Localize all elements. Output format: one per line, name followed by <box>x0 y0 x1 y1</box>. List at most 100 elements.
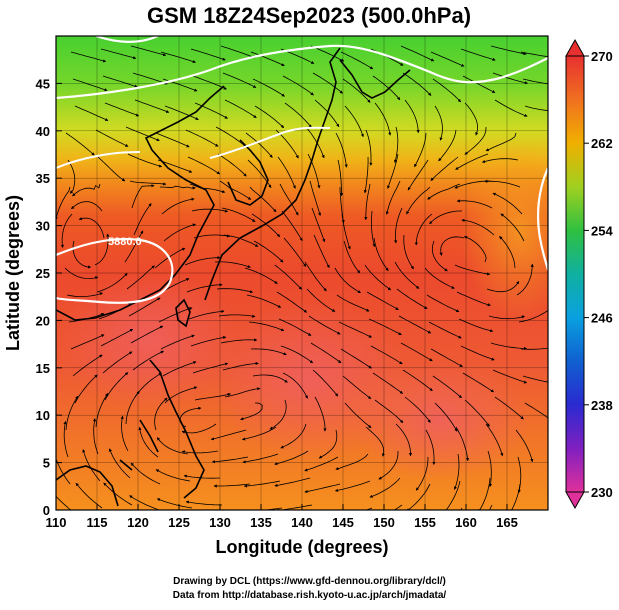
streamline <box>511 483 521 510</box>
streamline <box>403 234 414 270</box>
streamline <box>194 392 232 401</box>
streamline <box>307 153 321 189</box>
streamline <box>336 294 370 312</box>
colorbar-tick-label: 262 <box>591 136 613 151</box>
streamline <box>373 237 389 272</box>
streamline <box>181 423 217 434</box>
streamline <box>369 477 401 498</box>
streamline <box>211 456 249 464</box>
streamline <box>488 315 526 320</box>
streamline <box>157 159 193 173</box>
streamline <box>464 102 479 136</box>
streamline <box>432 78 462 103</box>
streamline <box>70 201 103 212</box>
streamline <box>432 375 463 399</box>
contour-5820-upper <box>95 36 159 44</box>
streamline <box>284 102 312 128</box>
streamline <box>190 335 227 347</box>
streamline <box>160 334 195 350</box>
streamline <box>129 495 161 510</box>
streamline <box>96 272 128 293</box>
streamline <box>338 321 373 338</box>
streamline <box>429 210 462 225</box>
streamline <box>124 230 144 263</box>
streamline <box>460 48 496 61</box>
streamline <box>82 449 101 482</box>
streamline <box>439 236 465 256</box>
streamline <box>134 99 170 113</box>
x-tick-label: 145 <box>332 515 354 530</box>
streamline <box>492 72 529 85</box>
y-tick-label: 35 <box>36 171 50 186</box>
streamline <box>426 294 460 313</box>
colorbar-tick-label: 270 <box>591 49 613 64</box>
streamline <box>414 213 433 246</box>
contour-mid-west <box>56 151 141 169</box>
streamline <box>251 213 281 238</box>
streamline <box>245 132 273 158</box>
streamline <box>430 348 463 367</box>
streamline <box>181 450 219 454</box>
streamline <box>243 480 281 488</box>
streamline <box>434 105 443 141</box>
streamline <box>74 105 109 121</box>
streamline <box>193 234 231 239</box>
streamline <box>363 156 369 194</box>
streamline <box>402 72 432 96</box>
streamline <box>342 78 371 103</box>
streamline <box>161 197 195 215</box>
streamline <box>194 102 228 119</box>
streamline <box>63 420 69 458</box>
x-tick-label: 135 <box>250 515 272 530</box>
streamline <box>308 315 341 335</box>
streamline <box>318 429 338 459</box>
streamline <box>314 396 327 432</box>
coastline-korea <box>227 139 269 206</box>
warm-anomaly-east <box>460 140 548 320</box>
streamline <box>406 483 431 510</box>
streamline <box>132 350 164 371</box>
streamline <box>370 345 403 365</box>
colorbar-tick-label: 230 <box>591 485 613 500</box>
streamline <box>70 51 107 63</box>
colorbar-min-arrow <box>565 491 585 510</box>
streamline <box>160 51 197 64</box>
streamline <box>276 291 308 313</box>
streamline <box>56 495 72 510</box>
y-axis-label: Latitude (degrees) <box>3 195 23 351</box>
y-tick-label: 15 <box>36 361 50 376</box>
streamline <box>125 126 160 142</box>
streamline <box>455 426 470 462</box>
streamline <box>282 75 314 96</box>
streamline <box>66 292 104 297</box>
streamline <box>520 347 548 350</box>
y-axis-ticks: 0 5 10 15 20 25 30 35 40 45 <box>36 76 62 518</box>
streamline <box>192 75 227 90</box>
streamline <box>217 153 247 177</box>
streamline <box>274 450 309 466</box>
streamline <box>378 450 399 480</box>
x-tick-label: 110 <box>46 515 67 530</box>
streamline <box>458 318 494 333</box>
streamline <box>128 297 161 317</box>
x-tick-label: 115 <box>87 515 108 530</box>
streamline <box>72 78 108 92</box>
streamline <box>481 158 519 164</box>
streamline <box>335 453 369 471</box>
colorbar-ticks: 270 262 254 246 238 230 <box>584 49 613 500</box>
streamline <box>394 261 420 289</box>
streamline <box>342 375 372 400</box>
streamline <box>224 387 261 398</box>
streamline <box>278 318 312 336</box>
streamline <box>425 429 436 466</box>
streamline <box>484 179 521 188</box>
coastline-borneo <box>56 465 119 507</box>
streamline <box>366 291 399 311</box>
streamline <box>456 199 493 209</box>
streamline <box>252 374 288 383</box>
x-tick-label: 165 <box>496 515 518 530</box>
streamline <box>492 192 523 215</box>
streamline <box>395 423 413 457</box>
streamline <box>456 291 491 307</box>
